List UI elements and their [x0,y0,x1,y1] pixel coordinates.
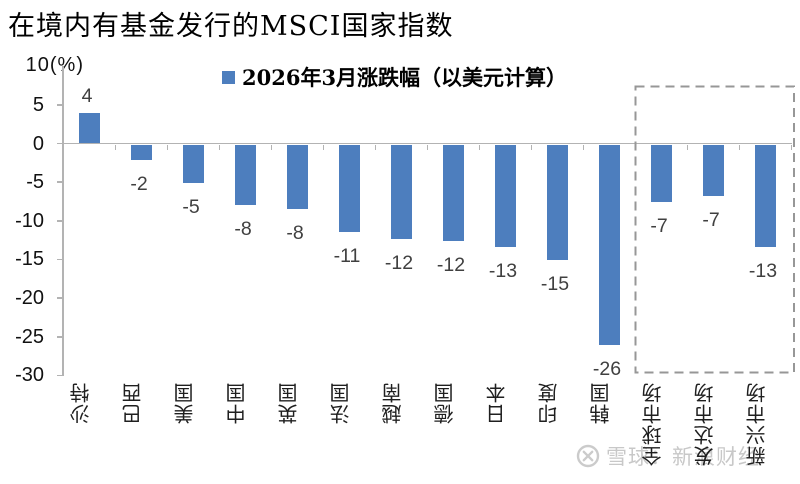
value-label: -26 [592,357,622,380]
category-label: 韩国 [589,382,613,424]
y-tick-label: -10 [15,209,44,232]
y-tick [57,104,63,106]
y-tick-label: -15 [15,248,44,271]
bar [390,144,412,239]
y-tick-label: 0 [32,132,44,155]
x-tick [219,144,221,150]
chart-title: 在境内有基金发行的MSCI国家指数 [8,11,454,42]
value-label: -5 [182,196,200,219]
category-label: 越南 [381,382,405,424]
value-label: -12 [384,251,414,274]
y-tick [57,181,63,183]
bar [130,144,152,160]
y-tick [57,258,63,261]
bar [754,144,776,247]
x-tick [427,144,429,150]
legend: 2026年3月涨跌幅（以美元计算） [222,62,567,92]
x-tick [479,144,481,150]
category-label: 沙特 [69,382,93,424]
value-label: -13 [748,259,778,282]
bar [442,144,464,242]
bar [286,144,308,210]
x-tick [115,144,117,150]
bar [234,144,256,205]
value-label: -8 [286,222,304,245]
value-label: -7 [650,214,668,237]
y-tick-label: -30 [15,364,44,387]
category-label: 中国 [225,382,249,424]
bar [78,112,100,144]
x-tick [63,144,65,150]
legend-marker-icon [222,70,235,84]
category-label: 美国 [173,382,197,424]
y-tick [57,374,63,377]
bar [182,144,204,184]
category-label: 德国 [433,382,457,424]
x-tick [271,144,273,150]
value-label: -13 [488,259,518,282]
x-tick [375,144,377,150]
category-label: 新兴市场 [745,382,769,466]
y-tick-label: -20 [15,287,44,310]
y-tick [57,142,63,145]
bar [598,144,620,345]
x-axis-line [63,142,792,145]
xueqiu-snowball-icon [576,444,600,468]
bar [650,144,672,202]
value-label: -11 [333,244,361,267]
category-label: 印度 [537,382,561,424]
category-label: 法国 [329,382,353,424]
y-tick [57,336,63,338]
category-label: 发达市场 [693,382,717,466]
category-label: 英国 [277,382,301,424]
category-label: 全球市场 [641,382,665,466]
bar [546,144,568,260]
y-tick [57,297,63,299]
value-label: 4 [81,84,93,107]
category-label: 巴西 [121,382,145,424]
x-tick [791,144,793,150]
y-tick-label: 5 [32,93,44,116]
x-tick [687,144,689,150]
value-label: -2 [130,172,148,195]
watermark-text: 雪球：新浪财经 [606,446,760,469]
x-tick [531,144,533,150]
value-label: -15 [540,272,570,295]
x-tick [323,144,325,150]
bar [494,144,516,247]
value-label: -7 [702,209,720,232]
y-tick-label: -25 [15,325,44,348]
x-tick [167,144,169,150]
watermark: 雪球：新浪财经 [576,441,760,471]
y-axis-max-unit-label: 10(%) [25,54,84,76]
x-tick [739,144,741,150]
x-tick [583,144,585,150]
y-tick [57,220,63,222]
value-label: -12 [436,254,466,277]
value-label: -8 [234,217,252,240]
bar [338,144,360,232]
y-tick-label: -5 [26,171,44,194]
x-tick [635,144,637,150]
legend-label: 2026年3月涨跌幅（以美元计算） [242,65,568,90]
category-label: 日本 [485,382,509,424]
bar [702,144,724,197]
